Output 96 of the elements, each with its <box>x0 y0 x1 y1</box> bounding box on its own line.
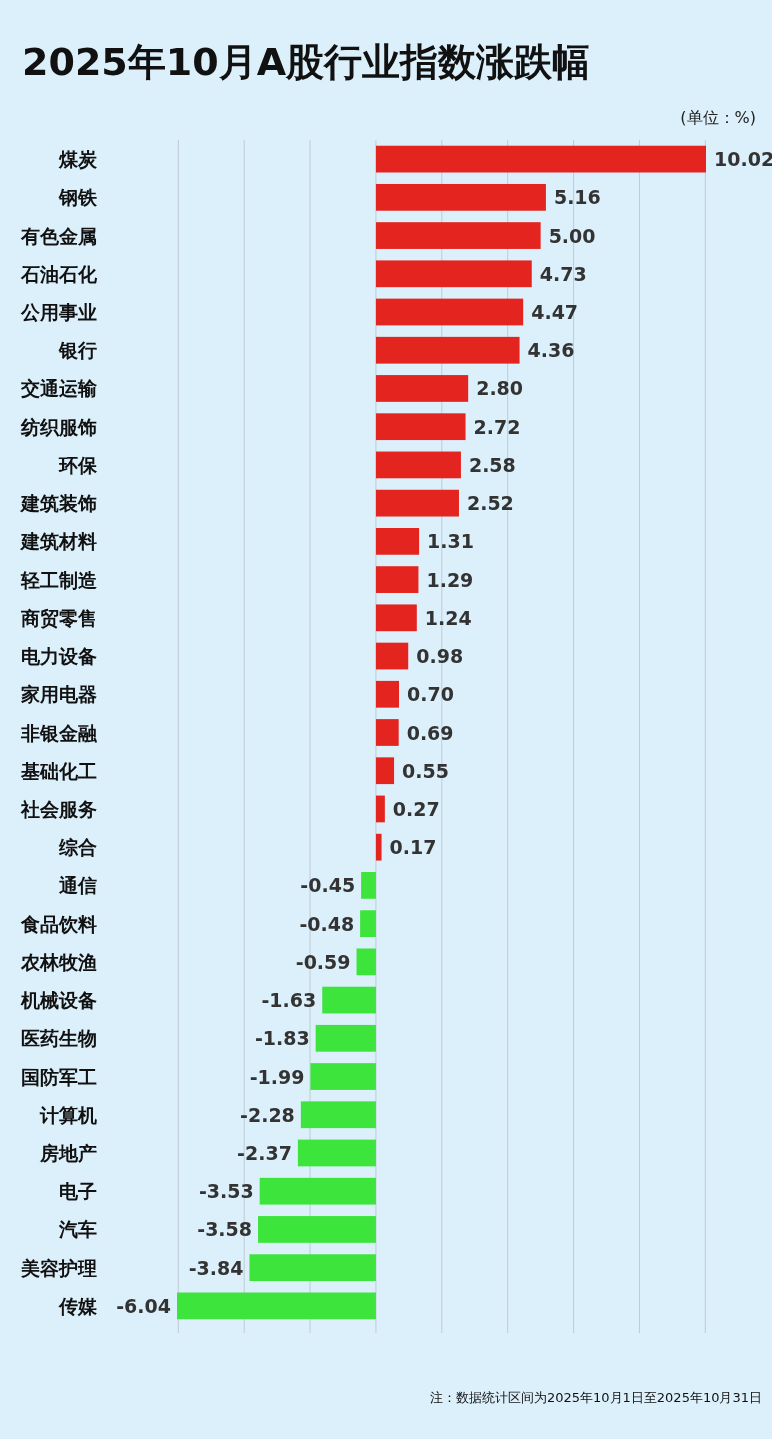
text: 注：数据统计区间为2025年10月1日至2025年10月31日 <box>429 1390 762 1405</box>
bar <box>375 183 546 211</box>
data-label: -6.04 <box>116 1294 171 1317</box>
bar <box>375 413 466 441</box>
y-tick-label: 建筑材料 <box>19 530 97 553</box>
data-label: 2.52 <box>466 492 514 515</box>
bar <box>258 1216 376 1243</box>
data-label: -3.53 <box>198 1180 254 1203</box>
bar <box>177 1292 376 1320</box>
data-label: 4.36 <box>527 339 575 362</box>
y-tick-label: 非银金融 <box>20 721 98 744</box>
bar <box>375 298 524 326</box>
data-label: 0.55 <box>402 759 449 782</box>
y-tick-label: 建筑装饰 <box>19 492 97 515</box>
y-tick-label: 石油石化 <box>20 262 98 285</box>
data-label: -0.59 <box>295 950 351 973</box>
y-tick-label: 社会服务 <box>20 797 97 820</box>
y-tick-label: 钢铁 <box>58 186 98 209</box>
y-tick-label: 房地产 <box>39 1141 97 1164</box>
y-tick-label: 电子 <box>59 1180 97 1203</box>
y-tick-label: 机械设备 <box>20 989 97 1012</box>
y-tick-label: 食品饮料 <box>20 912 97 935</box>
y-tick-label: 电力设备 <box>21 645 97 668</box>
bar <box>375 489 459 517</box>
data-label: 5.00 <box>548 224 596 247</box>
y-tick-label: 农林牧渔 <box>20 950 97 973</box>
bar <box>375 604 417 632</box>
bar <box>375 566 419 593</box>
data-label: -1.83 <box>254 1027 310 1050</box>
bar <box>297 1139 376 1167</box>
data-label: -1.63 <box>261 989 317 1012</box>
y-tick-label: 纺织服饰 <box>20 415 97 438</box>
data-label: 1.31 <box>427 530 474 553</box>
data-label: 1.29 <box>426 568 474 591</box>
bar <box>375 451 461 479</box>
data-label: -2.28 <box>240 1103 295 1126</box>
bar <box>259 1177 376 1205</box>
data-label: 0.17 <box>389 836 437 859</box>
bar <box>375 260 532 288</box>
bar <box>375 680 400 708</box>
y-tick-label: 煤炭 <box>58 148 98 171</box>
bar <box>375 375 469 402</box>
bar <box>375 833 382 861</box>
data-label: 0.69 <box>406 721 454 744</box>
data-label: 0.98 <box>416 645 464 668</box>
data-label: 2.72 <box>473 415 521 438</box>
bar <box>361 872 376 899</box>
y-tick-label: 美容护理 <box>20 1256 97 1279</box>
y-tick-label: 有色金属 <box>20 224 97 247</box>
data-label: -0.48 <box>299 912 355 935</box>
data-label: -3.84 <box>188 1256 244 1279</box>
data-label: -2.37 <box>237 1141 292 1164</box>
data-label: -3.58 <box>197 1218 253 1241</box>
bar <box>300 1101 376 1129</box>
bar <box>375 642 409 670</box>
bar <box>375 795 385 823</box>
y-tick-label: 交通运输 <box>20 377 98 400</box>
y-tick-label: 国防军工 <box>21 1065 97 1088</box>
data-label: 4.47 <box>531 301 579 324</box>
bar <box>356 948 376 976</box>
data-label: 0.27 <box>392 797 440 820</box>
bar <box>310 1063 376 1090</box>
y-tick-label: 家用电器 <box>20 683 97 706</box>
data-label: 5.16 <box>553 186 601 209</box>
data-label: 10.02 <box>714 148 772 171</box>
bar <box>322 986 376 1014</box>
y-tick-label: 汽车 <box>58 1218 97 1241</box>
data-label: 1.24 <box>424 606 472 629</box>
bar <box>375 145 706 173</box>
bar <box>375 222 541 249</box>
y-tick-label: 商贸零售 <box>20 606 97 629</box>
data-label: -0.45 <box>300 874 356 897</box>
y-tick-label: 综合 <box>58 836 97 859</box>
y-tick-label: 轻工制造 <box>20 568 98 591</box>
y-tick-label: 医药生物 <box>21 1027 97 1050</box>
y-tick-label: 通信 <box>58 874 97 897</box>
bar <box>360 910 376 938</box>
bar <box>375 757 395 785</box>
data-label: 0.70 <box>407 683 454 706</box>
y-tick-label: 计算机 <box>39 1103 97 1126</box>
data-label: 4.73 <box>539 262 587 285</box>
data-label: -1.99 <box>249 1065 305 1088</box>
bar <box>375 527 420 555</box>
data-label: 2.58 <box>468 453 516 476</box>
bar <box>375 336 520 364</box>
y-tick-label: 传媒 <box>58 1294 98 1317</box>
y-tick-label: 公用事业 <box>20 301 97 324</box>
chart-subtitle: (单位：%) <box>680 108 756 127</box>
bar <box>375 719 399 746</box>
y-tick-label: 基础化工 <box>20 759 97 782</box>
bar <box>315 1024 376 1052</box>
bar <box>249 1254 376 1282</box>
chart-title: 2025年10月A股行业指数涨跌幅 <box>22 40 591 84</box>
y-tick-label: 环保 <box>58 453 98 476</box>
y-tick-label: 银行 <box>58 339 97 362</box>
data-label: 2.80 <box>476 377 524 400</box>
